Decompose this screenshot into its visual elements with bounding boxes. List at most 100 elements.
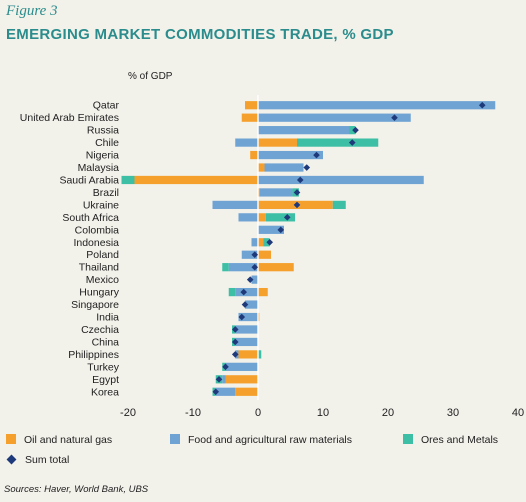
bar-food: [258, 101, 496, 110]
bar-food: [258, 150, 323, 160]
bar-food: [222, 375, 226, 384]
category-label: Malaysia: [78, 162, 120, 174]
legend-oil-swatch: [6, 434, 16, 444]
bar-oil: [238, 350, 258, 359]
sum-total-marker: [277, 226, 285, 234]
bar-ores: [297, 138, 379, 147]
x-tick-label: -10: [185, 407, 201, 419]
category-label: Mexico: [86, 274, 119, 286]
bar-food: [251, 238, 258, 247]
category-label: Poland: [86, 249, 119, 261]
bar-food: [235, 337, 258, 347]
bar-food: [238, 312, 258, 322]
bar-oil: [258, 250, 271, 259]
bar-food: [235, 138, 258, 147]
category-label: Qatar: [93, 100, 120, 112]
bar-ores: [222, 263, 229, 272]
category-label: Indonesia: [73, 237, 119, 249]
chart-title: EMERGING MARKET COMMODITIES TRADE, % GDP: [6, 26, 394, 43]
sum-total-marker: [348, 139, 356, 146]
bar-food: [241, 250, 258, 259]
sum-total-marker: [231, 326, 239, 333]
legend-ores: Ores and Metals: [403, 434, 498, 446]
category-label: Russia: [87, 125, 119, 137]
bar-oil: [241, 113, 258, 122]
x-tick-label: 10: [317, 407, 329, 419]
sum-total-marker: [222, 363, 229, 371]
y-axis-label: % of GDP: [128, 71, 173, 82]
legend-food-label: Food and agricultural raw materials: [188, 434, 352, 446]
bar-oil: [258, 188, 260, 197]
bar-oil: [258, 287, 268, 297]
sum-total-marker: [352, 126, 359, 134]
sum-total-marker: [283, 214, 291, 221]
category-label: Thailand: [79, 262, 119, 274]
bar-ores: [258, 350, 262, 359]
sum-total-marker: [293, 201, 301, 209]
category-label: Nigeria: [86, 150, 119, 162]
bar-oil: [258, 213, 266, 222]
legend-oil-label: Oil and natural gas: [24, 434, 113, 446]
sum-total-marker: [391, 114, 398, 121]
bar-oil: [258, 263, 294, 272]
legend-sum-diamond-icon: [6, 454, 17, 465]
category-label: United Arab Emirates: [20, 112, 119, 124]
bar-food: [258, 126, 349, 135]
bar-food: [228, 263, 258, 272]
x-tick-label: 0: [255, 407, 261, 419]
bar-food: [212, 200, 258, 210]
bar-food: [259, 188, 293, 197]
category-label: Egypt: [92, 374, 119, 386]
sum-total-marker: [240, 288, 247, 296]
bar-oil: [134, 175, 258, 185]
bar-food: [251, 275, 258, 284]
x-tick-label: 30: [447, 407, 459, 419]
sum-total-marker: [231, 338, 239, 346]
figure-label: Figure 3: [6, 3, 58, 19]
category-label: India: [96, 312, 119, 324]
sum-total-marker: [296, 176, 304, 184]
legend-food: Food and agricultural raw materials: [170, 434, 352, 446]
legend-sum-label: Sum total: [25, 454, 70, 466]
bar-ores: [228, 287, 236, 297]
category-label: Brazil: [93, 187, 119, 199]
legend-ores-swatch: [403, 434, 413, 444]
bar-oil: [250, 150, 258, 160]
sum-total-marker: [478, 101, 486, 109]
bar-food: [225, 362, 258, 371]
sum-total-marker: [212, 388, 220, 396]
bar-oil: [225, 375, 258, 384]
category-label: South Africa: [62, 212, 119, 224]
bar-ores: [121, 175, 135, 185]
category-label: Philippines: [68, 349, 119, 361]
bar-oil: [245, 101, 258, 110]
bar-oil: [235, 387, 258, 396]
bar-oil: [258, 163, 265, 172]
x-tick-label: -20: [120, 407, 136, 419]
bar-food: [245, 300, 258, 309]
bar-food: [258, 113, 411, 122]
sum-total-marker: [215, 376, 223, 383]
sum-total-marker: [238, 313, 246, 321]
category-label: Ukraine: [83, 199, 119, 211]
bar-oil: [258, 238, 264, 247]
bar-food: [215, 387, 236, 396]
category-label: Singapore: [71, 299, 119, 311]
sum-total-marker: [313, 151, 320, 159]
bar-ores: [265, 213, 296, 222]
legend-sum: Sum total: [6, 454, 69, 466]
sum-total-marker: [246, 276, 254, 283]
category-label: Hungary: [79, 287, 119, 299]
bar-food: [264, 163, 304, 172]
category-label: Colombia: [75, 224, 120, 236]
x-tick-label: 40: [512, 407, 524, 419]
category-label: Czechia: [81, 324, 119, 336]
bar-food: [258, 175, 424, 185]
bar-food: [238, 213, 258, 222]
sum-total-marker: [303, 164, 311, 171]
legend-oil: Oil and natural gas: [6, 434, 112, 446]
legend-food-swatch: [170, 434, 180, 444]
sum-total-marker: [231, 351, 239, 358]
sum-total-marker: [251, 251, 259, 259]
sum-total-marker: [251, 263, 259, 271]
